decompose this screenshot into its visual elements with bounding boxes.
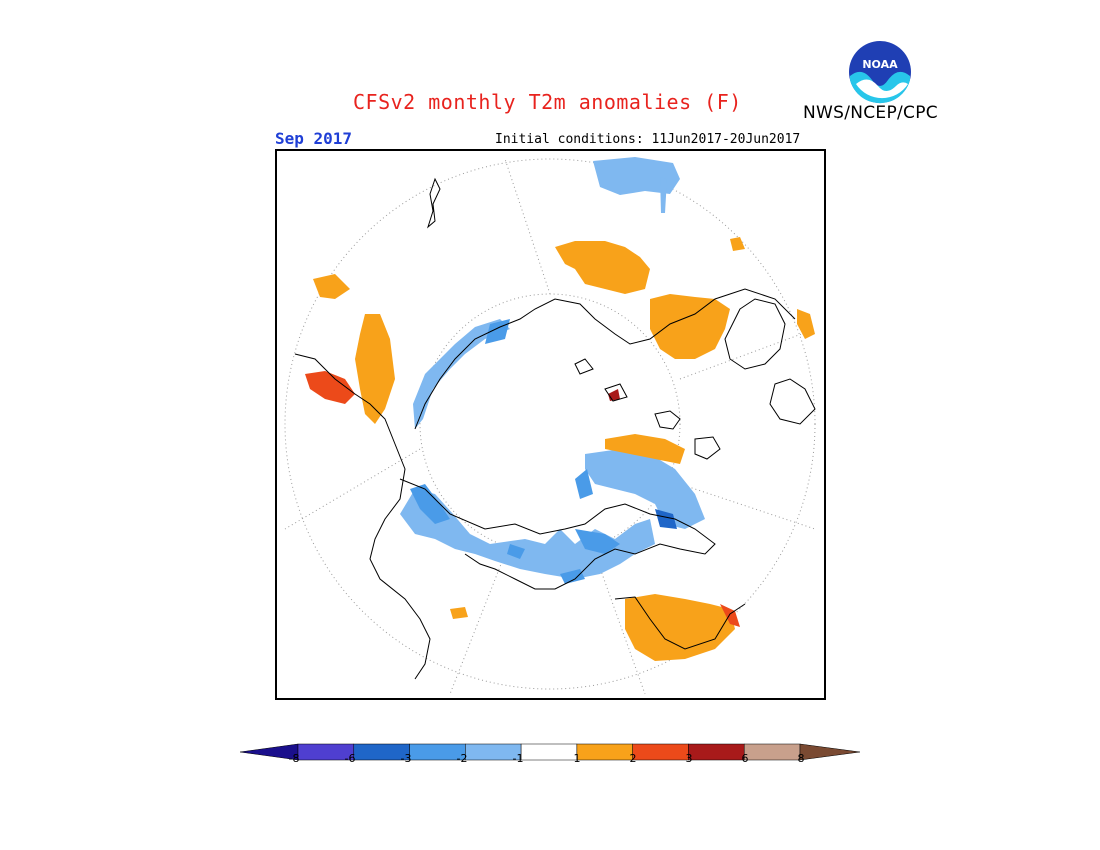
colorbar-above-arrow	[799, 743, 861, 761]
colorbar-label: -3	[400, 752, 412, 765]
map-title: CFSv2 monthly T2m anomalies (F)	[353, 90, 742, 114]
cold-anomaly-regions	[400, 157, 705, 584]
noaa-logo-icon: NOAA	[849, 41, 911, 104]
colorbar-segment	[688, 743, 745, 761]
colorbar-segment	[520, 743, 578, 761]
coastlines	[294, 177, 816, 680]
colorbar-label: 1	[573, 752, 581, 765]
svg-text:NOAA: NOAA	[862, 58, 898, 71]
colorbar-label: -6	[344, 752, 356, 765]
colorbar-label: -2	[456, 752, 468, 765]
colorbar-segment	[632, 743, 689, 761]
colorbar-label: 3	[685, 752, 693, 765]
colorbar-label: -8	[288, 752, 300, 765]
initial-conditions: Initial conditions: 11Jun2017-20Jun2017	[495, 132, 801, 147]
colorbar-label: 8	[797, 752, 805, 765]
colorbar-label: -1	[512, 752, 524, 765]
colorbar-label: 2	[629, 752, 637, 765]
color-scale-bar	[239, 743, 861, 761]
agency-label: NWS/NCEP/CPC	[803, 103, 938, 123]
polar-anomaly-map	[275, 149, 826, 700]
colorbar-segment	[576, 743, 633, 761]
warm-anomaly-regions	[305, 237, 815, 661]
colorbar-label: 6	[741, 752, 749, 765]
colorbar-segment	[743, 743, 801, 761]
forecast-month: Sep 2017	[275, 129, 353, 148]
